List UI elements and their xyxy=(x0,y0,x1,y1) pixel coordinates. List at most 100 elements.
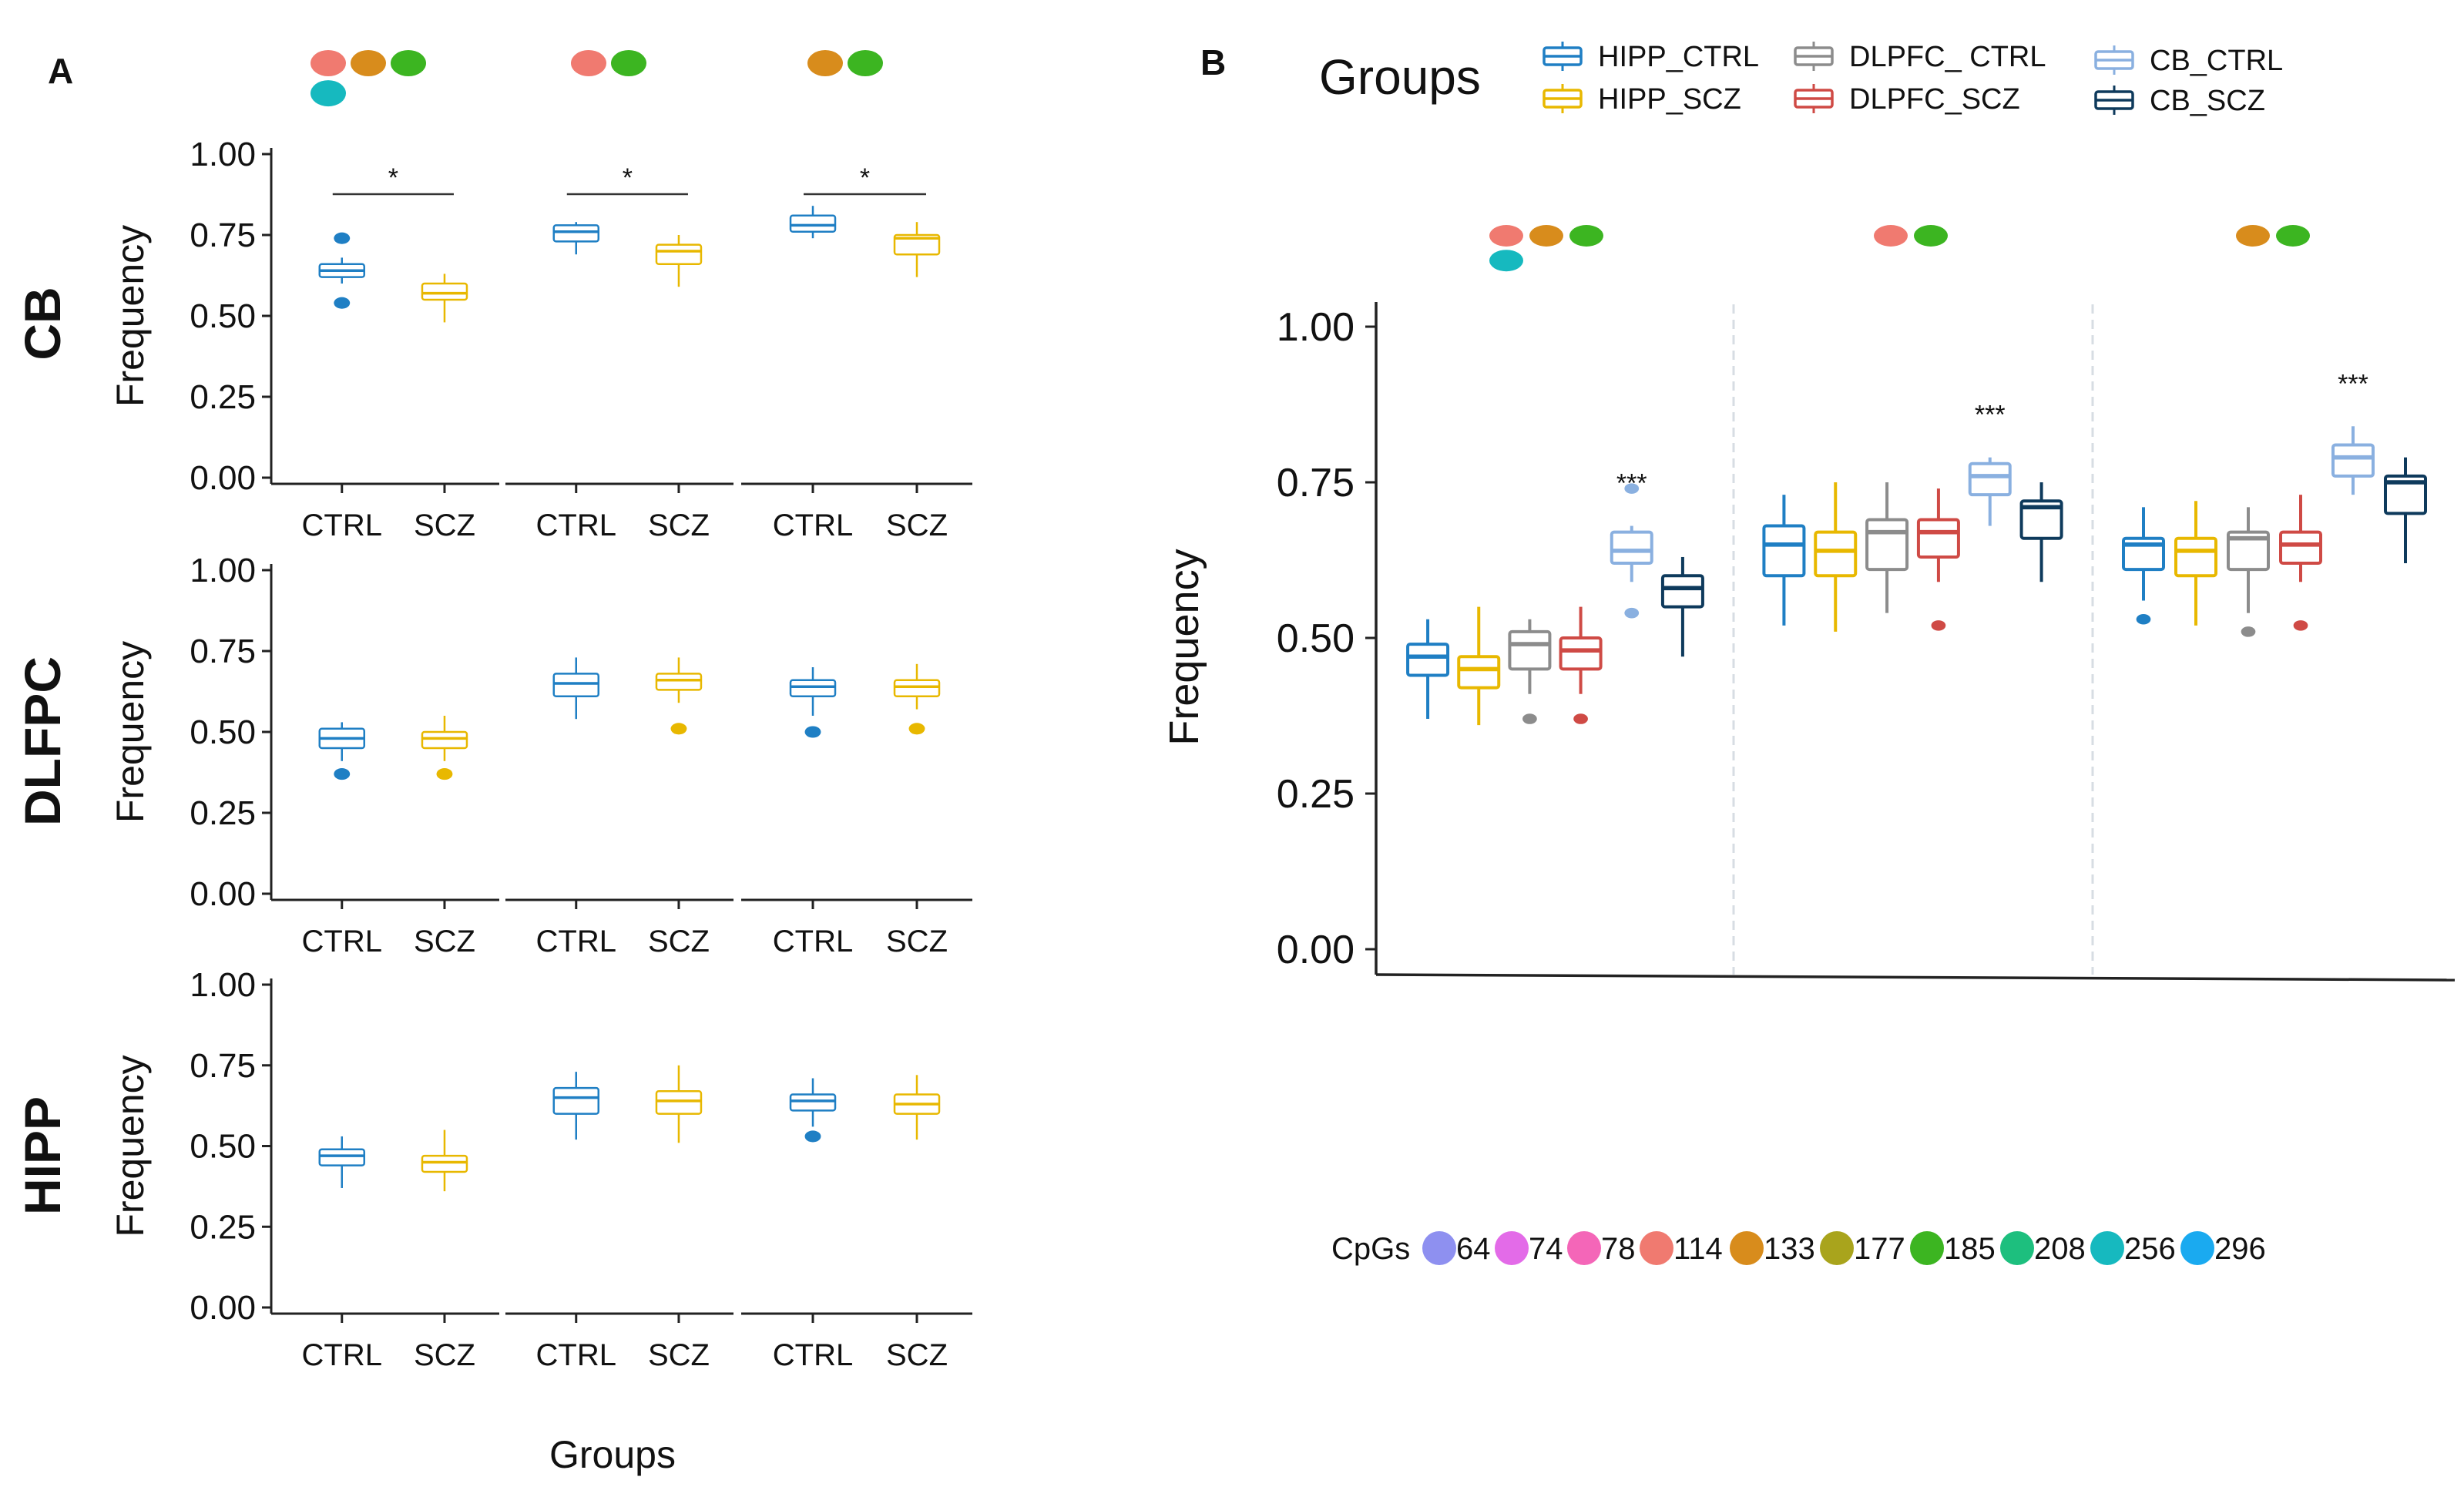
panel-b-sig-label: *** xyxy=(1616,469,1647,498)
panel-a-box-hipp-3-ctrl-outlier-0 xyxy=(804,1130,821,1143)
panel-b-box-1-cb-scz xyxy=(1660,556,1704,657)
panel-a-facet-1-cpg-114 xyxy=(311,50,346,76)
panel-a-ytick-label: 0.50 xyxy=(190,713,256,751)
legend-key-cb-scz xyxy=(2094,86,2134,115)
panel-a-ytick-label: 0.00 xyxy=(190,459,256,497)
panel-b-box-2-cb-ctrl xyxy=(1968,457,2012,526)
panel-a-facet-3-cpg-185 xyxy=(848,50,883,76)
panel-a-box-dlfpc-1-scz-outlier-0 xyxy=(436,768,453,780)
panel-a-box-dlfpc-1-ctrl-outlier-0 xyxy=(334,768,351,780)
panel-b-box-3-dlpfc-scz-box xyxy=(2279,530,2322,566)
panel-a-ytick-label: 0.75 xyxy=(190,216,256,254)
panel-b-ytick-label: 0.75 xyxy=(1277,461,1355,505)
legend-key-dlpfc-scz xyxy=(1794,84,1834,113)
panel-a-ytick-label: 0.00 xyxy=(190,1289,256,1327)
panel-a-xtick-label: CTRL xyxy=(536,1338,616,1372)
panel-b-sig-label: *** xyxy=(2338,369,2368,398)
panel-a-box-cb-1-scz xyxy=(421,274,468,323)
panel-a-box-dlfpc-3-scz-box xyxy=(893,679,941,698)
panel-a-x-axis-title: Groups xyxy=(549,1433,676,1476)
panel-b-ytick-label: 0.00 xyxy=(1277,928,1355,972)
panel-a-box-dlfpc-2-scz-outlier-0 xyxy=(670,723,687,735)
panel-b-box-1-dlpfc-scz xyxy=(1559,606,1603,724)
panel-a-box-hipp-3-ctrl xyxy=(789,1078,837,1143)
panel-b-box-3-cb-scz-box xyxy=(2384,474,2427,515)
panel-a-y-title-1: Frequency xyxy=(109,225,152,407)
cpg-legend-title: CpGs xyxy=(1331,1232,1410,1266)
panel-a-xtick-label: SCZ xyxy=(648,925,710,958)
panel-a-box-dlfpc-3-ctrl-box xyxy=(789,679,837,698)
panel-a-box-hipp-2-ctrl xyxy=(552,1072,600,1140)
panel-b-facet-2-cpg-185 xyxy=(1914,225,1948,247)
panel-a-box-cb-2-ctrl xyxy=(552,222,600,255)
panel-b-box-3-dlpfc-ctrl xyxy=(2227,507,2270,637)
panel-a-xtick-label: CTRL xyxy=(773,509,853,542)
panel-a-xtick-label: CTRL xyxy=(773,1338,853,1372)
cpg-legend: CpGs 64 74 78 114 133 177 185 208 256 296 xyxy=(1331,1231,2266,1266)
legend-label: CB_CTRL xyxy=(2150,45,2283,77)
panel-b-box-3-hipp-scz xyxy=(2174,501,2217,626)
legend-key-hipp-ctrl xyxy=(1543,42,1583,71)
cpg-legend-label-208: 208 xyxy=(2034,1232,2086,1266)
panel-a-ytick-label: 0.25 xyxy=(190,1208,256,1246)
panel-a-box-hipp-2-ctrl-box xyxy=(552,1086,600,1115)
panel-a-box-cb-1-ctrl xyxy=(318,232,366,309)
cpg-legend-label-114: 114 xyxy=(1673,1232,1723,1266)
panel-a-ytick-label: 1.00 xyxy=(190,966,256,1004)
panel-a-y-title-2: Frequency xyxy=(109,641,152,823)
panel-b-facet-2-cpg-114 xyxy=(1874,225,1908,247)
panel-a-box-dlfpc-1-ctrl xyxy=(318,722,366,780)
row-label-dlfpc: DLFPC xyxy=(14,656,71,826)
panel-a-xtick-label: CTRL xyxy=(302,509,382,542)
legend-label: HIPP_CTRL xyxy=(1598,41,1759,73)
panel-a-y-title-3: Frequency xyxy=(109,1055,152,1237)
cpg-legend-dot-78 xyxy=(1567,1231,1601,1265)
panel-b-box-3-hipp-scz-box xyxy=(2174,536,2217,578)
panel-a-xtick-label: SCZ xyxy=(414,925,475,958)
panel-b-box-2-hipp-scz-box xyxy=(1814,530,1858,578)
panel-a-ytick-label: 1.00 xyxy=(190,136,256,173)
panel-b-box-1-cb-ctrl xyxy=(1610,483,1653,619)
panel-b-box-3-dlpfc-scz-outlier-0 xyxy=(2293,620,2308,631)
panel-a-box-cb-1-ctrl-outlier-0 xyxy=(334,232,351,244)
panel-b-facet-1-cpg-133 xyxy=(1529,225,1563,247)
cpg-legend-label-78: 78 xyxy=(1601,1232,1636,1266)
panel-b-letter: B xyxy=(1200,42,1226,82)
panel-a-box-dlfpc-1-scz-box xyxy=(421,730,468,750)
panel-a-ytick-label: 0.50 xyxy=(190,297,256,335)
panel-b-box-1-cb-ctrl-box xyxy=(1610,530,1653,566)
panel-a-box-hipp-2-scz-box xyxy=(655,1090,703,1115)
cpg-legend-dot-208 xyxy=(2000,1231,2034,1265)
panel-b-facet-1-cpg-114 xyxy=(1489,225,1523,247)
panel-a-xtick-label: SCZ xyxy=(414,1338,475,1372)
cpg-legend-dot-256 xyxy=(2090,1231,2124,1265)
panel-b-box-2-dlpfc-scz xyxy=(1916,488,1960,631)
panel-a-box-cb-2-scz-box xyxy=(655,243,703,266)
panel-a-xtick-label: SCZ xyxy=(886,509,948,542)
panel-a-ytick-label: 0.25 xyxy=(190,794,256,832)
panel-a-xtick-label: CTRL xyxy=(302,1338,382,1372)
panel-b-facet-1-cpg-185 xyxy=(1569,225,1603,247)
panel-a-xtick-label: SCZ xyxy=(886,925,948,958)
panel-b-box-3-dlpfc-scz xyxy=(2279,495,2322,631)
panel-a-xtick-label: SCZ xyxy=(886,1338,948,1372)
panel-b-box-3-hipp-ctrl xyxy=(2122,507,2165,625)
cpg-legend-label-64: 64 xyxy=(1456,1232,1491,1266)
panel-b-box-1-hipp-scz xyxy=(1457,606,1501,726)
panel-a-box-hipp-1-ctrl xyxy=(318,1136,366,1188)
panel-b-ytick-label: 0.50 xyxy=(1277,616,1355,661)
panel-b-box-3-cb-ctrl-box xyxy=(2331,443,2375,478)
panel-b-box-2-dlpfc-scz-outlier-0 xyxy=(1931,620,1946,631)
panel-a-box-dlfpc-3-ctrl-outlier-0 xyxy=(804,726,821,738)
panel-a-sig-label: * xyxy=(860,163,870,193)
panel-a-box-cb-3-scz xyxy=(893,222,941,277)
panel-a-sig-label: * xyxy=(623,163,633,193)
cpg-legend-label-185: 185 xyxy=(1944,1232,1996,1266)
row-label-cb: CB xyxy=(14,287,71,360)
panel-a-box-hipp-1-scz xyxy=(421,1129,468,1192)
panel-a-facet-3-cpg-133 xyxy=(807,50,843,76)
cpg-legend-label-256: 256 xyxy=(2124,1232,2176,1266)
panel-b-ytick-label: 1.00 xyxy=(1277,305,1355,350)
panel-a-facet-2-cpg-185 xyxy=(611,50,646,76)
